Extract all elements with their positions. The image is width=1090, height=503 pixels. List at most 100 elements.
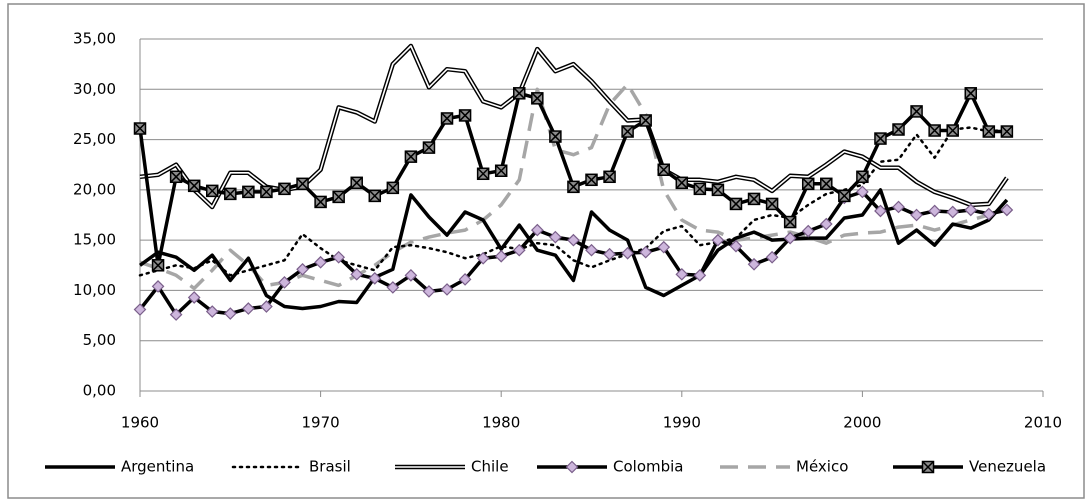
point (296, 177, 309, 191)
point (223, 307, 237, 320)
x-tick-label: 2000 (843, 414, 881, 432)
point (856, 185, 869, 199)
point-cross (170, 171, 182, 183)
point (440, 112, 454, 125)
point (567, 233, 580, 247)
point (567, 180, 580, 194)
point (675, 267, 689, 281)
point-cross (676, 177, 688, 189)
point (693, 268, 707, 282)
point (657, 163, 670, 176)
point (314, 195, 327, 209)
legend-item: Venezuela (893, 458, 1046, 476)
point-cross (748, 193, 760, 205)
point (242, 302, 255, 315)
point (874, 132, 887, 145)
point (458, 109, 472, 122)
point-cross (459, 109, 471, 121)
point-cross (766, 198, 778, 210)
point (151, 280, 165, 293)
point (729, 239, 743, 253)
point (205, 184, 219, 198)
point (1000, 125, 1014, 138)
point (675, 176, 689, 190)
point-cross (278, 183, 291, 195)
point-cross (441, 112, 453, 124)
point (386, 181, 400, 195)
point-cross (477, 168, 489, 180)
point (711, 183, 725, 197)
point (458, 273, 472, 286)
point (494, 249, 508, 263)
y-tick-label: 35,00 (73, 30, 116, 48)
point (820, 177, 833, 191)
legend-label: Colombia (613, 458, 684, 476)
point (838, 189, 851, 203)
point (133, 122, 147, 135)
point (404, 268, 418, 282)
point (982, 125, 996, 138)
point (476, 167, 490, 181)
point (964, 203, 978, 217)
point (621, 125, 634, 138)
point (801, 224, 815, 238)
point (565, 460, 579, 474)
point (278, 182, 291, 196)
point (982, 207, 996, 221)
point (783, 231, 797, 245)
point (910, 208, 923, 222)
point (639, 114, 652, 127)
point-cross (712, 184, 724, 196)
point-cross (820, 178, 832, 190)
legend-label: Argentina (121, 458, 194, 476)
point-cross (1001, 125, 1013, 138)
point (422, 141, 436, 154)
point (585, 173, 598, 187)
point (531, 92, 544, 105)
point (368, 189, 382, 203)
point (747, 192, 761, 206)
point-cross (856, 171, 868, 183)
point (187, 291, 201, 304)
point (693, 182, 707, 196)
point (368, 272, 382, 285)
x-tick-label: 1980 (482, 414, 520, 432)
series-line (138, 188, 1009, 311)
point (819, 217, 833, 231)
point (350, 176, 363, 190)
point-cross (206, 185, 218, 197)
point (801, 177, 815, 191)
point-cross (549, 131, 561, 143)
point (404, 150, 418, 163)
point (603, 170, 616, 184)
point (892, 123, 905, 136)
point (585, 243, 598, 257)
point (874, 204, 887, 218)
point-cross (604, 171, 616, 183)
point (512, 243, 526, 257)
point (639, 245, 653, 259)
point-cross (134, 122, 146, 135)
point (513, 87, 526, 100)
point (783, 215, 797, 229)
point-cross (658, 164, 670, 176)
point (205, 305, 219, 318)
point-cross (802, 178, 814, 190)
point (621, 246, 634, 260)
point (332, 190, 345, 204)
point (921, 460, 935, 474)
point (657, 240, 671, 254)
point-cross (911, 105, 923, 117)
point (187, 179, 201, 193)
point (549, 130, 562, 143)
point (892, 200, 905, 214)
x-tick-label: 1970 (302, 414, 340, 432)
point (224, 187, 237, 201)
x-tick-label: 2010 (1024, 414, 1062, 432)
point-cross (567, 181, 579, 193)
point-cross (495, 165, 507, 177)
y-tick-label: 30,00 (73, 80, 116, 98)
point-cross (297, 178, 309, 190)
point-cross (423, 142, 435, 154)
